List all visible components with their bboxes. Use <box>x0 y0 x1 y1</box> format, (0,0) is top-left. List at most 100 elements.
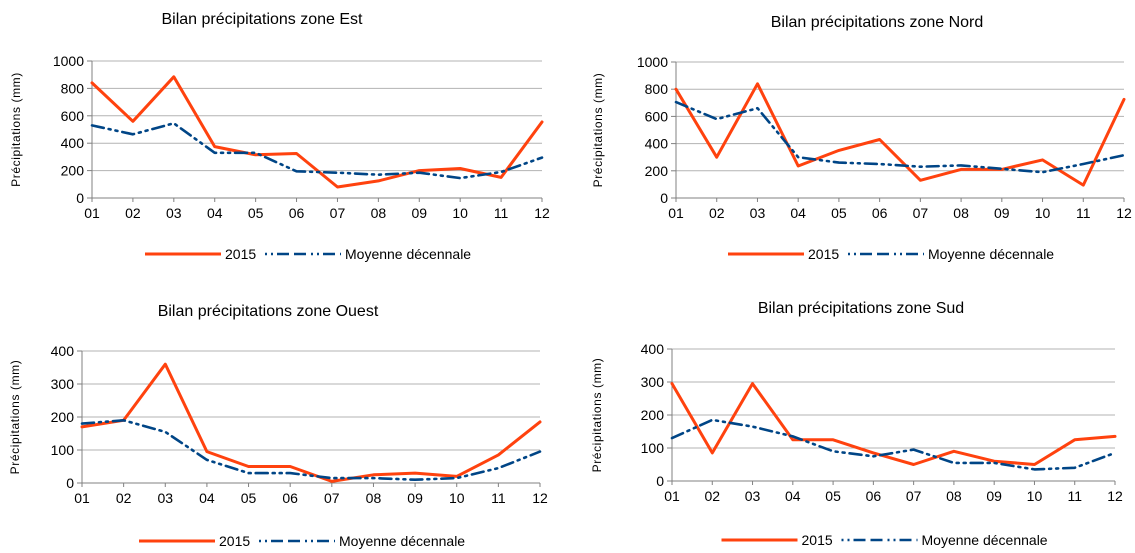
y-tick-label: 1000 <box>637 54 668 70</box>
y-tick-label: 100 <box>51 442 75 458</box>
y-axis-label: Précipitations (mm) <box>590 358 604 473</box>
x-tick-label: 10 <box>1027 488 1043 504</box>
series-average-line <box>90 122 544 180</box>
x-tick-label: 04 <box>790 205 806 221</box>
legend-label-average: Moyenne décennale <box>345 246 471 262</box>
chart-title: Bilan précipitations zone Est <box>162 11 364 28</box>
x-tick-label: 10 <box>449 490 465 506</box>
x-tick-label: 04 <box>199 490 215 506</box>
y-tick-label: 600 <box>61 108 85 124</box>
legend: 2015 Moyenne décennale <box>728 246 1054 262</box>
x-tick-label: 03 <box>745 488 761 504</box>
x-tick-label: 06 <box>282 490 298 506</box>
x-tick-label: 09 <box>411 205 427 221</box>
x-tick-label: 02 <box>704 488 720 504</box>
series-2015-line <box>670 382 1117 466</box>
x-tick-label: 08 <box>371 205 387 221</box>
y-tick-label: 0 <box>76 190 84 206</box>
x-tick-label: 07 <box>330 205 346 221</box>
x-tick-label: 12 <box>1107 488 1123 504</box>
y-tick-label: 400 <box>51 343 75 359</box>
x-tick-label: 04 <box>207 205 223 221</box>
y-tick-label: 200 <box>51 409 75 425</box>
x-tick-label: 12 <box>1116 205 1132 221</box>
chart-title: Bilan précipitations zone Sud <box>758 300 964 317</box>
x-tick-label: 04 <box>785 488 801 504</box>
legend-label-2015: 2015 <box>219 533 250 549</box>
y-tick-label: 600 <box>645 108 669 124</box>
x-tick-label: 07 <box>906 488 922 504</box>
y-axis-label: Précipitations (mm) <box>591 73 605 188</box>
x-tick-label: 08 <box>366 490 382 506</box>
legend-label-2015: 2015 <box>802 532 833 548</box>
chart-1: Bilan précipitations zone Est Précipitati… <box>9 11 550 262</box>
x-tick-label: 09 <box>407 490 423 506</box>
x-tick-label: 08 <box>946 488 962 504</box>
x-tick-label: 11 <box>491 490 506 506</box>
x-tick-label: 07 <box>324 490 340 506</box>
x-tick-label: 03 <box>157 490 173 506</box>
series-average-line <box>674 100 1126 174</box>
x-tick-label: 05 <box>825 488 841 504</box>
chart-3: Bilan précipitations zone Ouest Précipita… <box>8 303 548 549</box>
x-tick-label: 05 <box>248 205 264 221</box>
x-tick-label: 03 <box>750 205 766 221</box>
x-tick-label: 09 <box>994 205 1010 221</box>
legend-label-average: Moyenne décennale <box>928 246 1054 262</box>
chart-title: Bilan précipitations zone Ouest <box>158 303 379 320</box>
x-tick-label: 11 <box>494 205 509 221</box>
legend: 2015 Moyenne décennale <box>145 246 471 262</box>
legend: 2015 Moyenne décennale <box>139 533 465 549</box>
series-2015-line <box>90 75 544 189</box>
x-tick-label: 01 <box>74 490 90 506</box>
chart-2: Bilan précipitations zone Nord Précipitat… <box>591 14 1132 262</box>
x-tick-label: 10 <box>1035 205 1051 221</box>
x-tick-label: 09 <box>986 488 1002 504</box>
y-tick-label: 0 <box>660 190 668 206</box>
chart-4: Bilan précipitations zone Sud Précipitati… <box>590 300 1123 548</box>
legend-label-average: Moyenne décennale <box>339 533 465 549</box>
x-tick-label: 08 <box>953 205 969 221</box>
x-tick-label: 02 <box>709 205 725 221</box>
y-tick-label: 400 <box>61 135 85 151</box>
y-axis-label: Précipitations (mm) <box>8 360 22 475</box>
y-tick-label: 0 <box>66 475 74 491</box>
x-tick-label: 05 <box>831 205 847 221</box>
series-average-line <box>80 418 542 482</box>
chart-title: Bilan précipitations zone Nord <box>771 14 984 31</box>
x-tick-label: 06 <box>866 488 882 504</box>
x-tick-label: 12 <box>532 490 548 506</box>
x-tick-label: 11 <box>1076 205 1091 221</box>
y-tick-label: 200 <box>645 163 669 179</box>
x-tick-label: 06 <box>289 205 305 221</box>
y-tick-label: 300 <box>641 374 665 390</box>
y-axis-label: Précipitations (mm) <box>9 72 23 187</box>
y-tick-label: 400 <box>641 341 665 357</box>
y-tick-label: 0 <box>656 473 664 489</box>
legend-label-2015: 2015 <box>808 246 839 262</box>
series-2015-line <box>674 82 1126 187</box>
x-tick-label: 02 <box>116 490 132 506</box>
legend: 2015 Moyenne décennale <box>721 532 1048 548</box>
y-tick-label: 300 <box>51 376 75 392</box>
series-2015-line <box>80 362 542 483</box>
y-tick-label: 1000 <box>53 53 84 69</box>
x-tick-label: 01 <box>84 205 100 221</box>
x-tick-label: 02 <box>125 205 141 221</box>
y-tick-label: 200 <box>641 407 665 423</box>
y-tick-label: 800 <box>645 81 669 97</box>
x-tick-label: 03 <box>166 205 182 221</box>
y-tick-label: 400 <box>645 136 669 152</box>
y-tick-label: 800 <box>61 80 85 96</box>
legend-label-2015: 2015 <box>225 246 256 262</box>
y-tick-label: 200 <box>61 163 85 179</box>
x-tick-label: 12 <box>534 205 550 221</box>
x-tick-label: 10 <box>452 205 468 221</box>
x-tick-label: 11 <box>1067 488 1082 504</box>
y-tick-label: 100 <box>641 440 665 456</box>
legend-label-average: Moyenne décennale <box>922 532 1048 548</box>
x-tick-label: 06 <box>872 205 888 221</box>
series-average-line <box>670 418 1117 471</box>
x-tick-label: 01 <box>668 205 684 221</box>
